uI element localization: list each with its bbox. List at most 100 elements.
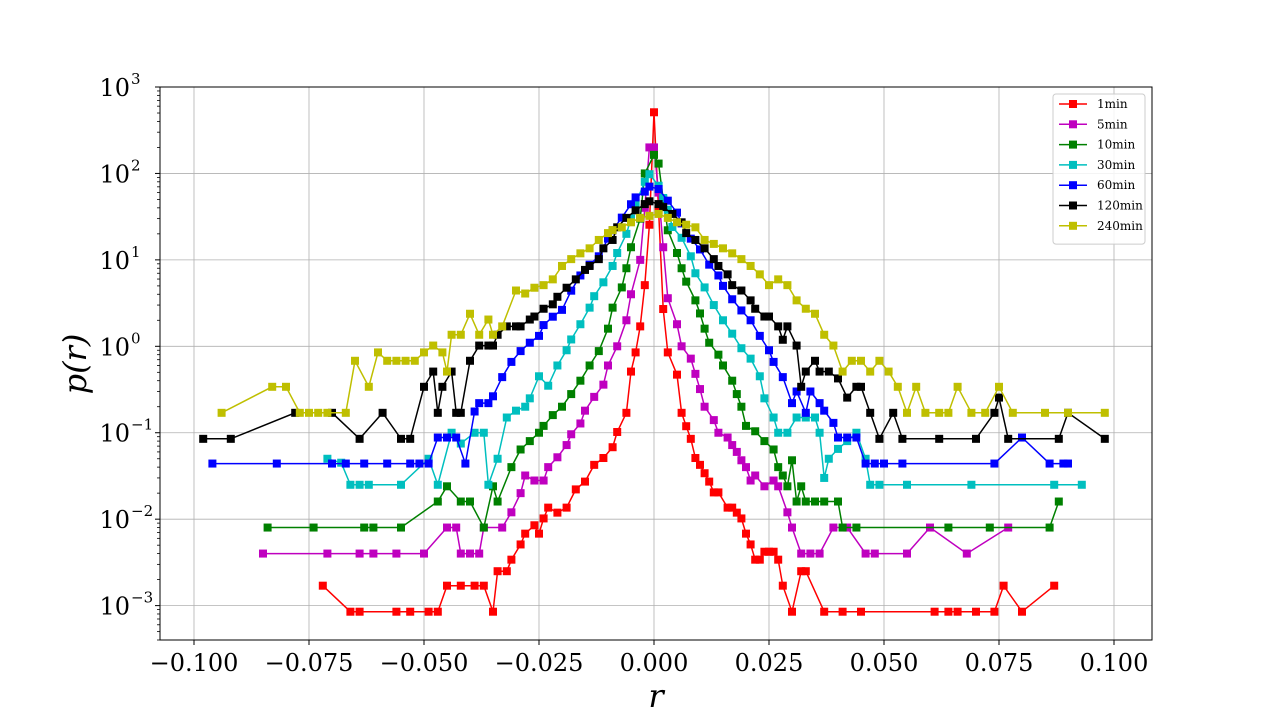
data-point-240min: [1064, 408, 1072, 417]
data-point-30min: [355, 480, 364, 489]
data-point-60min: [498, 373, 507, 382]
data-point-120min: [668, 209, 677, 218]
data-point-1min: [797, 567, 806, 576]
data-point-30min: [760, 394, 769, 403]
data-point-30min: [824, 454, 833, 463]
data-point-5min: [861, 549, 870, 558]
data-point-240min: [604, 229, 612, 238]
legend-label-30min: 30min: [1097, 158, 1135, 172]
data-point-120min: [502, 322, 511, 331]
data-point-10min: [737, 402, 746, 411]
data-point-10min: [788, 456, 796, 465]
data-point-120min: [355, 434, 364, 443]
data-point-10min: [443, 482, 451, 491]
data-point-240min: [475, 330, 484, 339]
data-point-1min: [636, 322, 645, 331]
data-point-5min: [797, 549, 806, 558]
data-point-60min: [461, 459, 470, 468]
data-point-5min: [673, 320, 681, 329]
data-point-1min: [433, 607, 442, 616]
data-point-120min: [645, 197, 654, 206]
data-point-5min: [783, 508, 792, 517]
data-point-30min: [397, 480, 405, 489]
data-point-30min: [792, 413, 801, 422]
data-point-10min: [604, 324, 612, 333]
data-point-240min: [967, 408, 976, 417]
data-point-240min: [608, 226, 617, 235]
data-point-5min: [650, 143, 658, 152]
data-point-30min: [608, 261, 617, 270]
data-point-240min: [567, 255, 576, 264]
data-point-1min: [1018, 607, 1026, 616]
data-point-60min: [475, 399, 484, 408]
data-point-60min: [525, 338, 534, 347]
data-point-30min: [599, 278, 608, 287]
data-point-30min: [479, 428, 488, 437]
data-point-30min: [719, 316, 727, 325]
data-point-1min: [392, 607, 401, 616]
data-point-240min: [673, 218, 681, 227]
data-point-1min: [516, 540, 525, 549]
data-point-30min: [709, 301, 718, 310]
data-point-30min: [433, 480, 442, 489]
data-point-30min: [544, 381, 553, 390]
data-point-30min: [640, 177, 649, 186]
data-point-30min: [576, 320, 585, 329]
data-point-240min: [1041, 408, 1049, 417]
data-point-240min: [838, 367, 847, 376]
data-point-120min: [737, 286, 746, 295]
y-tick-exponent: 2: [131, 156, 141, 174]
data-point-10min: [489, 482, 497, 491]
data-point-5min: [732, 447, 741, 456]
data-point-240min: [314, 408, 323, 417]
data-point-1min: [599, 454, 608, 463]
legend-label-5min: 5min: [1097, 117, 1128, 131]
data-point-240min: [783, 281, 792, 290]
data-point-30min: [447, 428, 456, 437]
data-point-10min: [309, 523, 318, 532]
data-point-10min: [650, 150, 658, 159]
data-point-120min: [226, 434, 235, 443]
data-point-120min: [1100, 434, 1109, 443]
data-point-60min: [765, 346, 773, 355]
data-point-120min: [659, 203, 668, 212]
data-point-1min: [686, 434, 695, 443]
data-point-60min: [567, 286, 576, 295]
x-tick-label: −0.025: [495, 649, 584, 677]
data-point-240min: [912, 382, 921, 391]
data-point-60min: [714, 271, 723, 280]
data-point-1min: [539, 514, 548, 523]
data-point-5min: [443, 523, 451, 532]
data-point-1min: [608, 443, 617, 452]
data-point-10min: [479, 523, 488, 532]
data-point-120min: [723, 270, 732, 279]
data-point-5min: [466, 549, 474, 558]
data-point-30min: [700, 283, 709, 292]
data-point-240min: [663, 213, 672, 222]
data-point-240min: [383, 356, 392, 365]
data-point-30min: [622, 229, 631, 238]
data-point-10min: [714, 350, 723, 359]
x-tick-label: −0.050: [380, 649, 469, 677]
data-point-10min: [811, 497, 819, 506]
data-point-240min: [893, 382, 902, 391]
data-point-10min: [585, 361, 594, 370]
data-point-30min: [746, 354, 755, 363]
data-point-60min: [627, 200, 635, 209]
data-point-5min: [420, 549, 428, 558]
data-point-5min: [604, 361, 612, 370]
y-tick-base: 10: [99, 247, 130, 275]
data-point-30min: [834, 444, 842, 453]
data-point-5min: [567, 430, 576, 439]
data-point-240min: [995, 382, 1003, 391]
data-point-5min: [769, 476, 778, 485]
data-point-30min: [1077, 480, 1086, 489]
data-point-30min: [783, 428, 792, 437]
data-point-1min: [553, 508, 562, 517]
x-axis-label: r: [648, 677, 665, 715]
legend-marker-240min: [1069, 221, 1077, 230]
data-point-120min: [585, 261, 594, 270]
data-point-240min: [857, 356, 865, 365]
data-point-60min: [861, 459, 870, 468]
data-point-120min: [406, 434, 415, 443]
